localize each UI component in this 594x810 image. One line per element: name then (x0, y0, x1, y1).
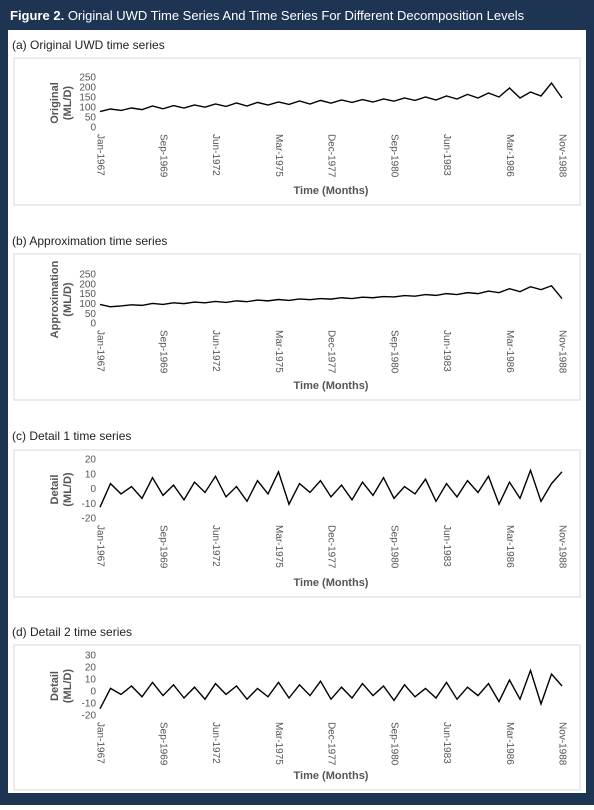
chart-box (13, 57, 581, 206)
y-tick-label: 0 (90, 123, 96, 134)
y-tick-label: 250 (79, 270, 96, 281)
x-tick-label: Jun-1983 (441, 330, 452, 372)
y-tick-label: 10 (85, 675, 97, 686)
x-tick-label: Sep-1980 (388, 525, 399, 569)
y-tick-label: -10 (82, 699, 97, 710)
x-tick-label: Nov-1988 (556, 525, 567, 569)
x-tick-label: Mar-1986 (504, 134, 515, 177)
y-axis-title-line: (ML/D) (62, 669, 74, 704)
x-tick-label: Dec-1977 (325, 134, 336, 178)
data-line (99, 668, 563, 710)
x-tick-label: Dec-1977 (325, 525, 336, 569)
x-tick-label: Nov-1988 (556, 330, 567, 374)
data-line (99, 284, 563, 308)
y-tick-label: 250 (79, 73, 96, 84)
y-tick-label: 20 (85, 663, 97, 674)
y-tick-label: 10 (85, 469, 97, 480)
x-tick-label: Jun-1972 (210, 722, 221, 764)
y-tick-label: 20 (85, 455, 97, 466)
figure-title: Figure 2. Original UWD Time Series And T… (10, 8, 525, 23)
chart-box (13, 253, 581, 401)
x-tick-label: Sep-1980 (388, 134, 399, 178)
x-tick-label: Jun-1972 (210, 330, 221, 372)
x-tick-label: Sep-1980 (388, 330, 399, 374)
y-tick-label: 0 (90, 484, 96, 495)
x-tick-label: Mar-1975 (273, 134, 284, 177)
figure-text: Original UWD Time Series And Time Series… (68, 8, 525, 23)
x-tick-label: Jan-1967 (94, 134, 105, 176)
x-axis-title: Time (Months) (294, 577, 369, 589)
y-tick-label: 150 (79, 93, 96, 104)
x-tick-label: Sep-1969 (157, 722, 168, 766)
y-axis-title: Detail(ML/D) (49, 472, 74, 507)
chart-subtitle: (c) Detail 1 time series (12, 429, 131, 443)
y-axis-title: Detail(ML/D) (49, 669, 74, 704)
chart-subtitle: (b) Approximation time series (12, 234, 167, 248)
y-axis-title-line: Detail (49, 671, 61, 701)
y-axis-title-line: (ML/D) (62, 282, 74, 317)
x-tick-label: Jun-1983 (441, 134, 452, 176)
x-tick-label: Mar-1986 (504, 722, 515, 765)
y-axis-title-line: (ML/D) (62, 86, 74, 121)
y-tick-label: 100 (79, 103, 96, 114)
y-axis-title-line: Original (49, 82, 61, 124)
x-tick-label: Sep-1969 (157, 330, 168, 374)
x-tick-label: Jan-1967 (94, 330, 105, 372)
x-tick-label: Jun-1983 (441, 525, 452, 567)
x-tick-label: Jan-1967 (94, 722, 105, 764)
figure-label: Figure 2. (10, 8, 64, 23)
y-axis-title-line: Detail (49, 475, 61, 505)
y-tick-label: 200 (79, 279, 96, 290)
chart-subtitle: (a) Original UWD time series (12, 38, 165, 52)
x-tick-label: Jun-1983 (441, 722, 452, 764)
x-tick-label: Nov-1988 (556, 722, 567, 766)
chart-box (13, 449, 581, 598)
y-axis-title-line: Approximation (49, 260, 61, 338)
chart-box (13, 644, 581, 791)
y-tick-label: 30 (85, 651, 97, 662)
y-tick-label: 150 (79, 289, 96, 300)
y-tick-label: 0 (90, 319, 96, 330)
x-tick-label: Mar-1975 (273, 330, 284, 373)
chart-subtitle: (d) Detail 2 time series (12, 625, 132, 639)
x-axis-title: Time (Months) (294, 770, 369, 782)
x-tick-label: Dec-1977 (325, 330, 336, 374)
x-tick-label: Dec-1977 (325, 722, 336, 766)
x-tick-label: Jun-1972 (210, 525, 221, 567)
y-tick-label: 100 (79, 299, 96, 310)
x-tick-label: Mar-1986 (504, 525, 515, 568)
x-axis-title: Time (Months) (294, 380, 369, 392)
y-axis-title-line: (ML/D) (62, 472, 74, 507)
y-axis-title: Approximation(ML/D) (49, 260, 74, 338)
data-line (99, 468, 563, 508)
x-tick-label: Mar-1986 (504, 330, 515, 373)
data-line (99, 81, 563, 113)
y-tick-label: 200 (79, 83, 96, 94)
x-tick-label: Mar-1975 (273, 722, 284, 765)
y-tick-label: -20 (82, 711, 97, 722)
y-tick-label: 50 (85, 309, 97, 320)
x-tick-label: Sep-1969 (157, 134, 168, 178)
x-tick-label: Sep-1969 (157, 525, 168, 569)
y-axis-title: Original(ML/D) (49, 82, 74, 124)
x-tick-label: Sep-1980 (388, 722, 399, 766)
y-tick-label: -20 (82, 514, 97, 525)
y-tick-label: -10 (82, 499, 97, 510)
x-tick-label: Jun-1972 (210, 134, 221, 176)
y-tick-label: 0 (90, 687, 96, 698)
x-tick-label: Jan-1967 (94, 525, 105, 567)
y-tick-label: 50 (85, 113, 97, 124)
x-tick-label: Mar-1975 (273, 525, 284, 568)
x-axis-title: Time (Months) (294, 185, 369, 197)
x-tick-label: Nov-1988 (556, 134, 567, 178)
